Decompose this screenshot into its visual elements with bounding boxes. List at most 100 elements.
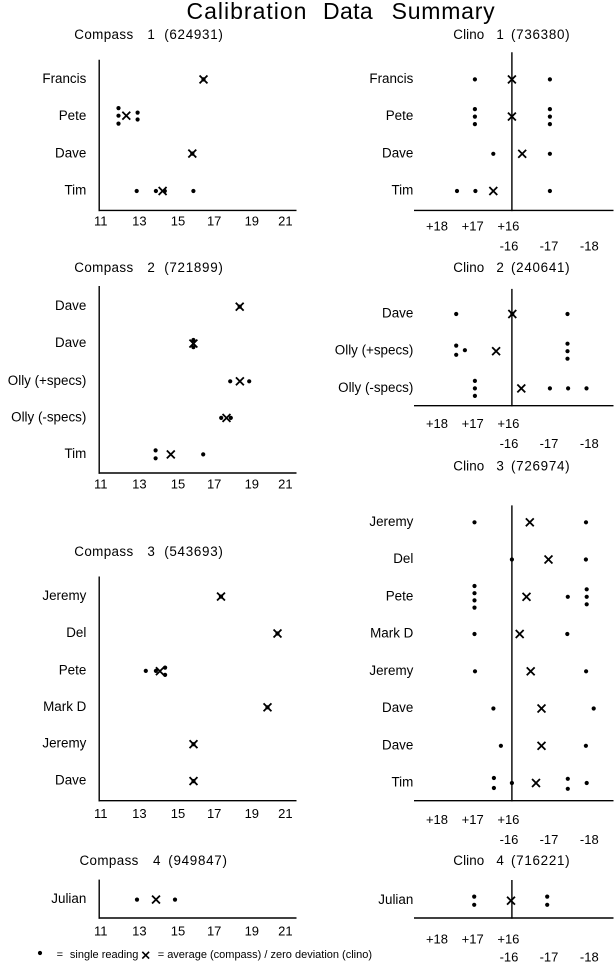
svg-text:(736380): (736380): [511, 27, 570, 42]
svg-text:Clino: Clino: [453, 260, 484, 275]
svg-text:Clino: Clino: [453, 459, 484, 474]
svg-text:(726974): (726974): [511, 459, 570, 474]
svg-text:21: 21: [278, 806, 292, 821]
svg-text:1: 1: [147, 27, 154, 42]
svg-text:+17: +17: [462, 812, 484, 827]
svg-text:+17: +17: [462, 932, 484, 947]
svg-text:single reading: single reading: [70, 949, 138, 961]
svg-text:Olly (-specs): Olly (-specs): [338, 380, 413, 395]
svg-text:-17: -17: [540, 436, 559, 451]
svg-text:-17: -17: [540, 832, 559, 847]
svg-text:Calibration: Calibration: [187, 0, 308, 24]
svg-text:Jeremy: Jeremy: [42, 736, 86, 751]
svg-text:=: =: [158, 949, 164, 961]
svg-text:-16: -16: [500, 832, 519, 847]
svg-text:+17: +17: [462, 416, 484, 431]
svg-text:Clino: Clino: [453, 853, 484, 868]
svg-text:+18: +18: [426, 932, 448, 947]
svg-text:-16: -16: [500, 436, 519, 451]
svg-text:-16: -16: [500, 950, 519, 965]
svg-text:21: 21: [278, 477, 292, 492]
svg-text:17: 17: [207, 806, 221, 821]
svg-text:1: 1: [496, 27, 503, 42]
svg-text:+16: +16: [497, 932, 519, 947]
svg-text:4: 4: [496, 853, 504, 868]
svg-text:Jeremy: Jeremy: [369, 514, 413, 529]
svg-text:15: 15: [171, 806, 185, 821]
svg-text:-18: -18: [580, 436, 599, 451]
svg-text:19: 19: [245, 214, 259, 229]
svg-text:15: 15: [171, 923, 185, 938]
svg-text:-17: -17: [540, 950, 559, 965]
svg-text:+17: +17: [462, 219, 484, 234]
svg-text:11: 11: [94, 806, 108, 821]
svg-text:-18: -18: [580, 832, 599, 847]
svg-text:(716221): (716221): [511, 853, 570, 868]
svg-text:17: 17: [207, 214, 221, 229]
svg-text:+16: +16: [497, 812, 519, 827]
svg-text:13: 13: [132, 923, 146, 938]
svg-text:11: 11: [94, 214, 108, 229]
svg-text:17: 17: [207, 477, 221, 492]
svg-text:11: 11: [94, 477, 108, 492]
svg-text:+18: +18: [426, 416, 448, 431]
svg-text:21: 21: [278, 214, 292, 229]
svg-text:2: 2: [496, 260, 503, 275]
svg-text:Dave: Dave: [55, 335, 86, 350]
svg-text:19: 19: [245, 477, 259, 492]
svg-text:Jeremy: Jeremy: [369, 663, 413, 678]
svg-text:Dave: Dave: [55, 145, 86, 160]
svg-text:Compass: Compass: [80, 853, 139, 868]
svg-text:-18: -18: [580, 950, 599, 965]
svg-text:(240641): (240641): [511, 260, 570, 275]
svg-text:15: 15: [171, 477, 185, 492]
svg-text:Del: Del: [66, 625, 86, 640]
svg-text:(949847): (949847): [168, 853, 227, 868]
svg-text:Tim: Tim: [64, 183, 86, 198]
svg-text:Tim: Tim: [391, 183, 413, 198]
svg-text:Del: Del: [393, 551, 413, 566]
svg-text:Mark D: Mark D: [370, 626, 413, 641]
svg-text:average (compass) / zero devia: average (compass) / zero deviation (clin…: [167, 949, 372, 961]
svg-text:15: 15: [171, 214, 185, 229]
svg-text:Dave: Dave: [382, 737, 413, 752]
svg-text:13: 13: [132, 214, 146, 229]
svg-text:Summary: Summary: [392, 0, 496, 24]
svg-text:17: 17: [207, 923, 221, 938]
svg-text:Compass: Compass: [74, 544, 133, 559]
svg-text:Mark D: Mark D: [43, 699, 86, 714]
svg-text:Dave: Dave: [382, 306, 413, 321]
svg-text:Tim: Tim: [64, 446, 86, 461]
svg-text:Clino: Clino: [453, 27, 484, 42]
svg-text:Francis: Francis: [369, 71, 413, 86]
svg-text:-18: -18: [580, 239, 599, 254]
svg-text:Olly (+specs): Olly (+specs): [8, 373, 87, 388]
svg-text:Pete: Pete: [59, 108, 87, 123]
svg-text:Tim: Tim: [391, 775, 413, 790]
svg-text:+16: +16: [497, 219, 519, 234]
svg-text:Dave: Dave: [55, 773, 86, 788]
svg-text:Francis: Francis: [42, 71, 86, 86]
svg-text:Dave: Dave: [55, 298, 86, 313]
svg-text:Compass: Compass: [74, 260, 133, 275]
svg-text:Olly (+specs): Olly (+specs): [335, 343, 414, 358]
svg-text:(624931): (624931): [164, 27, 223, 42]
svg-text:Olly (-specs): Olly (-specs): [11, 409, 86, 424]
svg-text:Dave: Dave: [382, 145, 413, 160]
svg-text:Pete: Pete: [386, 588, 414, 603]
svg-text:21: 21: [278, 923, 292, 938]
svg-text:(543693): (543693): [164, 544, 223, 559]
svg-text:Jeremy: Jeremy: [42, 588, 86, 603]
svg-text:13: 13: [132, 477, 146, 492]
svg-text:2: 2: [147, 260, 154, 275]
svg-text:-16: -16: [500, 239, 519, 254]
svg-text:13: 13: [132, 806, 146, 821]
svg-text:Dave: Dave: [382, 700, 413, 715]
svg-text:+18: +18: [426, 219, 448, 234]
svg-text:19: 19: [245, 923, 259, 938]
svg-text:Data: Data: [323, 0, 373, 24]
svg-text:Julian: Julian: [378, 892, 413, 907]
svg-text:Pete: Pete: [386, 108, 414, 123]
svg-text:=: =: [57, 949, 63, 961]
svg-text:Pete: Pete: [59, 662, 87, 677]
